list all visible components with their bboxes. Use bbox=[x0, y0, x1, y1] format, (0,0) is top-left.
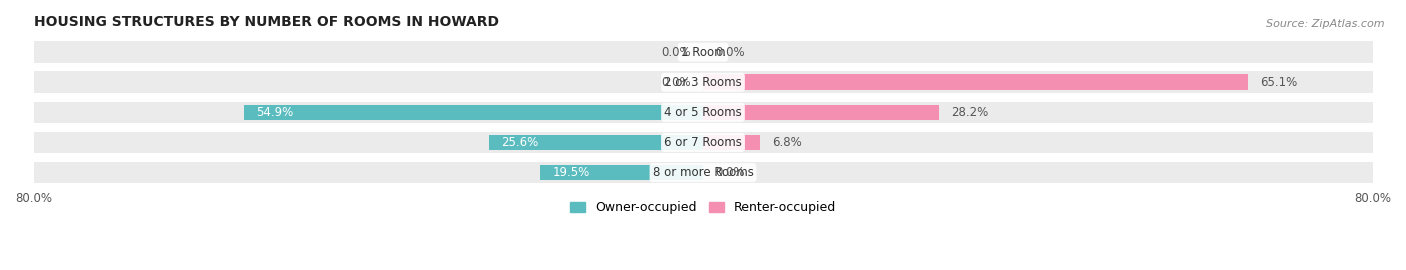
Bar bbox=[34, 132, 1372, 153]
Text: 6.8%: 6.8% bbox=[772, 136, 803, 149]
Text: HOUSING STRUCTURES BY NUMBER OF ROOMS IN HOWARD: HOUSING STRUCTURES BY NUMBER OF ROOMS IN… bbox=[34, 15, 499, 29]
Text: 1 Room: 1 Room bbox=[681, 46, 725, 59]
Text: 0.0%: 0.0% bbox=[661, 46, 690, 59]
Text: 2 or 3 Rooms: 2 or 3 Rooms bbox=[664, 76, 742, 89]
Text: 28.2%: 28.2% bbox=[952, 106, 988, 119]
Bar bbox=[540, 165, 703, 180]
Bar bbox=[703, 75, 1247, 90]
Bar bbox=[34, 162, 1372, 183]
Bar bbox=[243, 104, 703, 120]
Text: 65.1%: 65.1% bbox=[1260, 76, 1298, 89]
Text: 4 or 5 Rooms: 4 or 5 Rooms bbox=[664, 106, 742, 119]
Text: 6 or 7 Rooms: 6 or 7 Rooms bbox=[664, 136, 742, 149]
Bar bbox=[703, 135, 759, 150]
Text: 0.0%: 0.0% bbox=[716, 166, 745, 179]
Bar bbox=[34, 72, 1372, 93]
Bar bbox=[34, 102, 1372, 123]
Text: Source: ZipAtlas.com: Source: ZipAtlas.com bbox=[1267, 19, 1385, 29]
Legend: Owner-occupied, Renter-occupied: Owner-occupied, Renter-occupied bbox=[565, 196, 841, 219]
Text: 54.9%: 54.9% bbox=[256, 106, 294, 119]
Bar bbox=[489, 135, 703, 150]
Text: 8 or more Rooms: 8 or more Rooms bbox=[652, 166, 754, 179]
Text: 0.0%: 0.0% bbox=[716, 46, 745, 59]
Text: 0.0%: 0.0% bbox=[661, 76, 690, 89]
Text: 19.5%: 19.5% bbox=[553, 166, 589, 179]
Bar bbox=[34, 41, 1372, 63]
Bar bbox=[703, 104, 939, 120]
Text: 25.6%: 25.6% bbox=[502, 136, 538, 149]
